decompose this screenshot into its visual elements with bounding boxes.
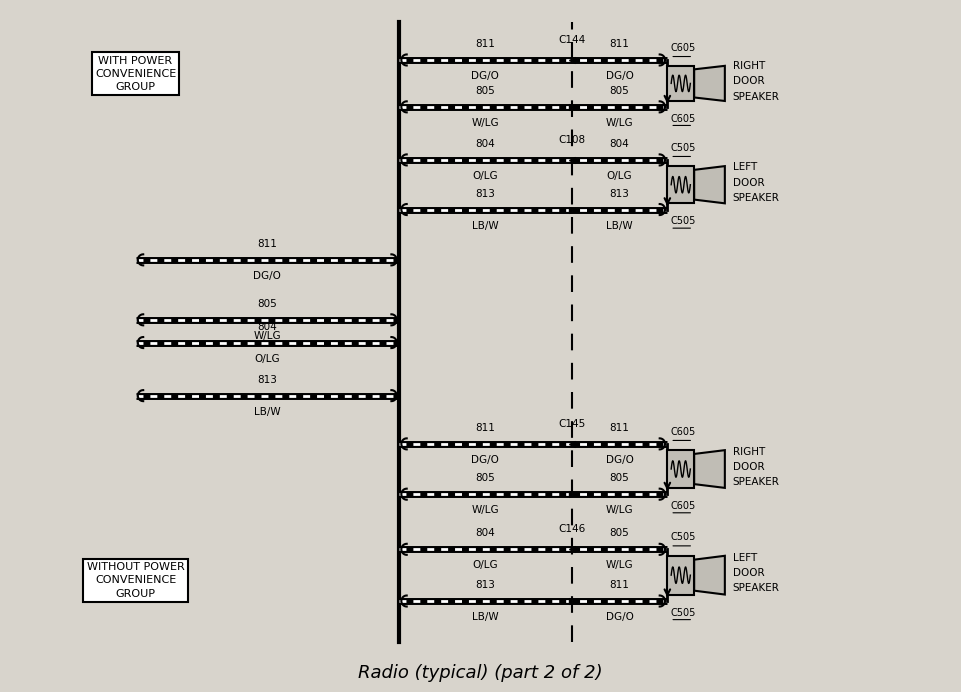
Text: SPEAKER: SPEAKER (732, 193, 779, 203)
Text: 804: 804 (609, 139, 629, 149)
Text: 805: 805 (609, 473, 629, 483)
Text: C505: C505 (670, 532, 696, 543)
Text: 813: 813 (476, 580, 495, 590)
Text: 811: 811 (476, 39, 495, 49)
Text: SPEAKER: SPEAKER (732, 91, 779, 102)
Text: C505: C505 (670, 608, 696, 618)
Text: SPEAKER: SPEAKER (732, 477, 779, 487)
Text: 805: 805 (609, 528, 629, 538)
Text: DOOR: DOOR (732, 178, 764, 188)
Text: 811: 811 (258, 239, 277, 249)
Text: C144: C144 (558, 35, 585, 45)
Text: C605: C605 (670, 427, 696, 437)
Text: C505: C505 (670, 143, 696, 153)
Bar (667, 166, 694, 203)
Text: C605: C605 (670, 501, 696, 511)
Text: 804: 804 (476, 528, 495, 538)
Text: W/LG: W/LG (472, 505, 499, 516)
Text: C605: C605 (670, 113, 696, 124)
Text: 813: 813 (609, 188, 629, 199)
Text: W/LG: W/LG (605, 561, 633, 570)
Text: WITHOUT POWER
CONVENIENCE
GROUP: WITHOUT POWER CONVENIENCE GROUP (86, 562, 185, 599)
Text: LEFT: LEFT (732, 553, 756, 563)
Text: 813: 813 (476, 188, 495, 199)
Text: DG/O: DG/O (605, 71, 633, 81)
Text: 811: 811 (476, 423, 495, 432)
Text: W/LG: W/LG (605, 118, 633, 128)
Text: C145: C145 (558, 419, 585, 429)
Text: 804: 804 (258, 322, 277, 331)
Text: DG/O: DG/O (605, 612, 633, 622)
Polygon shape (694, 66, 725, 101)
Text: DOOR: DOOR (732, 462, 764, 472)
Text: RIGHT: RIGHT (732, 61, 765, 71)
Text: W/LG: W/LG (254, 331, 282, 341)
Text: W/LG: W/LG (472, 118, 499, 128)
Text: 805: 805 (476, 86, 495, 95)
Text: LB/W: LB/W (472, 612, 499, 622)
Text: O/LG: O/LG (473, 561, 498, 570)
Text: SPEAKER: SPEAKER (732, 583, 779, 593)
Text: LEFT: LEFT (732, 163, 756, 172)
Text: DG/O: DG/O (254, 271, 282, 281)
Text: DOOR: DOOR (732, 568, 764, 578)
Text: Radio (typical) (part 2 of 2): Radio (typical) (part 2 of 2) (358, 664, 603, 682)
Text: C108: C108 (558, 135, 585, 145)
Text: RIGHT: RIGHT (732, 447, 765, 457)
Text: LB/W: LB/W (254, 407, 281, 417)
Text: W/LG: W/LG (605, 505, 633, 516)
Text: LB/W: LB/W (606, 221, 632, 230)
Text: DG/O: DG/O (471, 71, 499, 81)
Text: 811: 811 (609, 580, 629, 590)
Text: 805: 805 (609, 86, 629, 95)
Text: WITH POWER
CONVENIENCE
GROUP: WITH POWER CONVENIENCE GROUP (95, 55, 176, 92)
Polygon shape (694, 556, 725, 594)
Text: O/LG: O/LG (606, 171, 632, 181)
Text: C505: C505 (670, 217, 696, 226)
Text: DG/O: DG/O (605, 455, 633, 465)
Text: 811: 811 (609, 423, 629, 432)
Text: DG/O: DG/O (471, 455, 499, 465)
Text: 813: 813 (258, 374, 277, 385)
Polygon shape (694, 450, 725, 488)
Text: 804: 804 (476, 139, 495, 149)
Bar (667, 66, 694, 101)
Text: C605: C605 (670, 43, 696, 53)
Polygon shape (694, 166, 725, 203)
Bar (667, 450, 694, 488)
Text: 811: 811 (609, 39, 629, 49)
Text: DOOR: DOOR (732, 76, 764, 86)
Text: O/LG: O/LG (255, 354, 280, 363)
Text: 805: 805 (258, 299, 277, 309)
Text: 805: 805 (476, 473, 495, 483)
Text: O/LG: O/LG (473, 171, 498, 181)
Text: LB/W: LB/W (472, 221, 499, 230)
Bar (667, 556, 694, 594)
Text: C146: C146 (558, 524, 585, 534)
